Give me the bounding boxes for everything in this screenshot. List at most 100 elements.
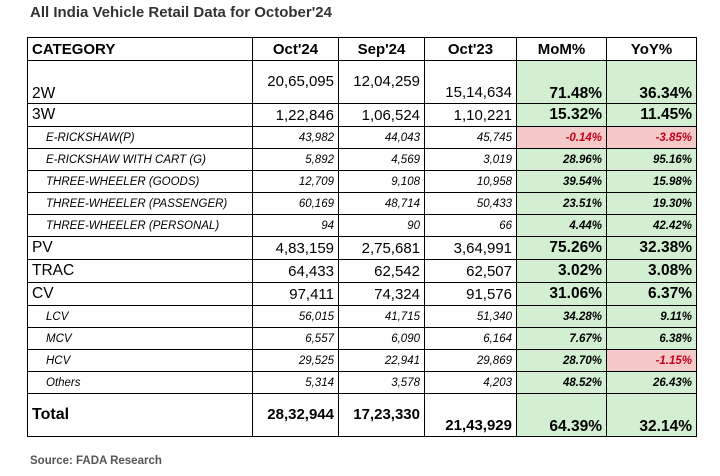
row-mom: 15.32% [516,103,607,127]
table-row: 2W 20,65,095 12,04,259 15,14,634 71.48% 36.34… [27,60,697,104]
row-sep24: 74,324 [338,282,425,306]
row-sep24: 12,04,259 [338,60,425,104]
vehicle-retail-table: CATEGORY Oct'24 Sep'24 Oct'23 MoM% YoY% … [27,37,697,437]
row-oct24: 5,314 [252,371,339,394]
table-row: E-RICKSHAW(P) 43,982 44,043 45,745 -0.14% -3.… [27,126,697,149]
row-yoy: 15.98% [606,170,697,193]
row-oct24: 1,22,846 [252,103,339,127]
row-sep24: 4,569 [338,148,425,171]
row-sep24: 90 [338,214,425,237]
row-category: TRAC [27,259,253,283]
table-row: THREE-WHEELER (PERSONAL) 94 90 66 4.44% 42.42… [27,214,697,237]
row-sep24: 17,23,330 [338,393,425,437]
row-category: CV [27,282,253,306]
row-yoy: 6.37% [606,282,697,306]
table-row: LCV 56,015 41,715 51,340 34.28% 9.11% [27,305,697,328]
header-mom: MoM% [516,37,607,61]
row-oct24: 12,709 [252,170,339,193]
row-mom: 28.70% [516,349,607,372]
row-category: Total [27,393,253,437]
row-yoy: 32.38% [606,236,697,260]
row-mom: 64.39% [516,393,607,437]
row-oct24: 94 [252,214,339,237]
row-oct24: 6,557 [252,327,339,350]
table-row: THREE-WHEELER (PASSENGER) 60,169 48,714 50,… [27,192,697,215]
row-mom: 28.96% [516,148,607,171]
row-mom: 39.54% [516,170,607,193]
row-oct24: 56,015 [252,305,339,328]
header-category: CATEGORY [27,37,253,61]
row-oct23: 51,340 [424,305,517,328]
row-mom: 4.44% [516,214,607,237]
row-oct23: 3,019 [424,148,517,171]
row-oct23: 91,576 [424,282,517,306]
row-category: Others [27,371,253,394]
row-oct23: 66 [424,214,517,237]
row-yoy: 42.42% [606,214,697,237]
row-yoy: 6.38% [606,327,697,350]
table-row: E-RICKSHAW WITH CART (G) 5,892 4,569 3,019 2… [27,148,697,171]
row-yoy: 19.30% [606,192,697,215]
row-category: E-RICKSHAW(P) [27,126,253,149]
total-row: Total 28,32,944 17,23,330 21,43,929 64.39% 32… [27,393,697,437]
row-sep24: 48,714 [338,192,425,215]
row-mom: 34.28% [516,305,607,328]
page-title: All India Vehicle Retail Data for Octobe… [30,4,332,21]
row-category: E-RICKSHAW WITH CART (G) [27,148,253,171]
row-oct23: 62,507 [424,259,517,283]
row-oct23: 3,64,991 [424,236,517,260]
row-oct23: 4,203 [424,371,517,394]
header-yoy: YoY% [606,37,697,61]
row-oct23: 15,14,634 [424,60,517,104]
row-yoy: 11.45% [606,103,697,127]
row-oct24: 64,433 [252,259,339,283]
row-oct23: 6,164 [424,327,517,350]
row-category: HCV [27,349,253,372]
row-yoy: 9.11% [606,305,697,328]
header-oct24: Oct'24 [252,37,339,61]
table-row: CV 97,411 74,324 91,576 31.06% 6.37% [27,282,697,306]
row-mom: -0.14% [516,126,607,149]
row-sep24: 6,090 [338,327,425,350]
row-mom: 3.02% [516,259,607,283]
row-mom: 75.26% [516,236,607,260]
row-yoy: 26.43% [606,371,697,394]
source-note: Source: FADA Research [30,455,162,467]
row-mom: 71.48% [516,60,607,104]
row-category: LCV [27,305,253,328]
row-oct24: 28,32,944 [252,393,339,437]
table-row: HCV 29,525 22,941 29,869 28.70% -1.15% [27,349,697,372]
row-sep24: 3,578 [338,371,425,394]
table-row: Others 5,314 3,578 4,203 48.52% 26.43% [27,371,697,394]
row-oct24: 20,65,095 [252,60,339,104]
row-sep24: 62,542 [338,259,425,283]
row-oct24: 97,411 [252,282,339,306]
table-row: THREE-WHEELER (GOODS) 12,709 9,108 10,958 39… [27,170,697,193]
row-oct24: 43,982 [252,126,339,149]
row-oct23: 21,43,929 [424,393,517,437]
row-oct24: 60,169 [252,192,339,215]
row-category: THREE-WHEELER (PASSENGER) [27,192,253,215]
row-sep24: 22,941 [338,349,425,372]
row-oct23: 1,10,221 [424,103,517,127]
row-yoy: 95.16% [606,148,697,171]
row-oct24: 4,83,159 [252,236,339,260]
row-yoy: -1.15% [606,349,697,372]
row-sep24: 9,108 [338,170,425,193]
row-category: MCV [27,327,253,350]
table-row: PV 4,83,159 2,75,681 3,64,991 75.26% 32.38% [27,236,697,260]
row-mom: 23.51% [516,192,607,215]
row-oct24: 29,525 [252,349,339,372]
row-sep24: 44,043 [338,126,425,149]
header-row: CATEGORY Oct'24 Sep'24 Oct'23 MoM% YoY% [27,37,697,61]
table-body: 2W 20,65,095 12,04,259 15,14,634 71.48% 36.34… [27,60,697,437]
row-yoy: -3.85% [606,126,697,149]
row-category: THREE-WHEELER (GOODS) [27,170,253,193]
row-category: 2W [27,60,253,104]
header-sep24: Sep'24 [338,37,425,61]
table-row: 3W 1,22,846 1,06,524 1,10,221 15.32% 11.45% [27,103,697,127]
table-row: TRAC 64,433 62,542 62,507 3.02% 3.08% [27,259,697,283]
row-category: 3W [27,103,253,127]
row-mom: 7.67% [516,327,607,350]
row-sep24: 1,06,524 [338,103,425,127]
